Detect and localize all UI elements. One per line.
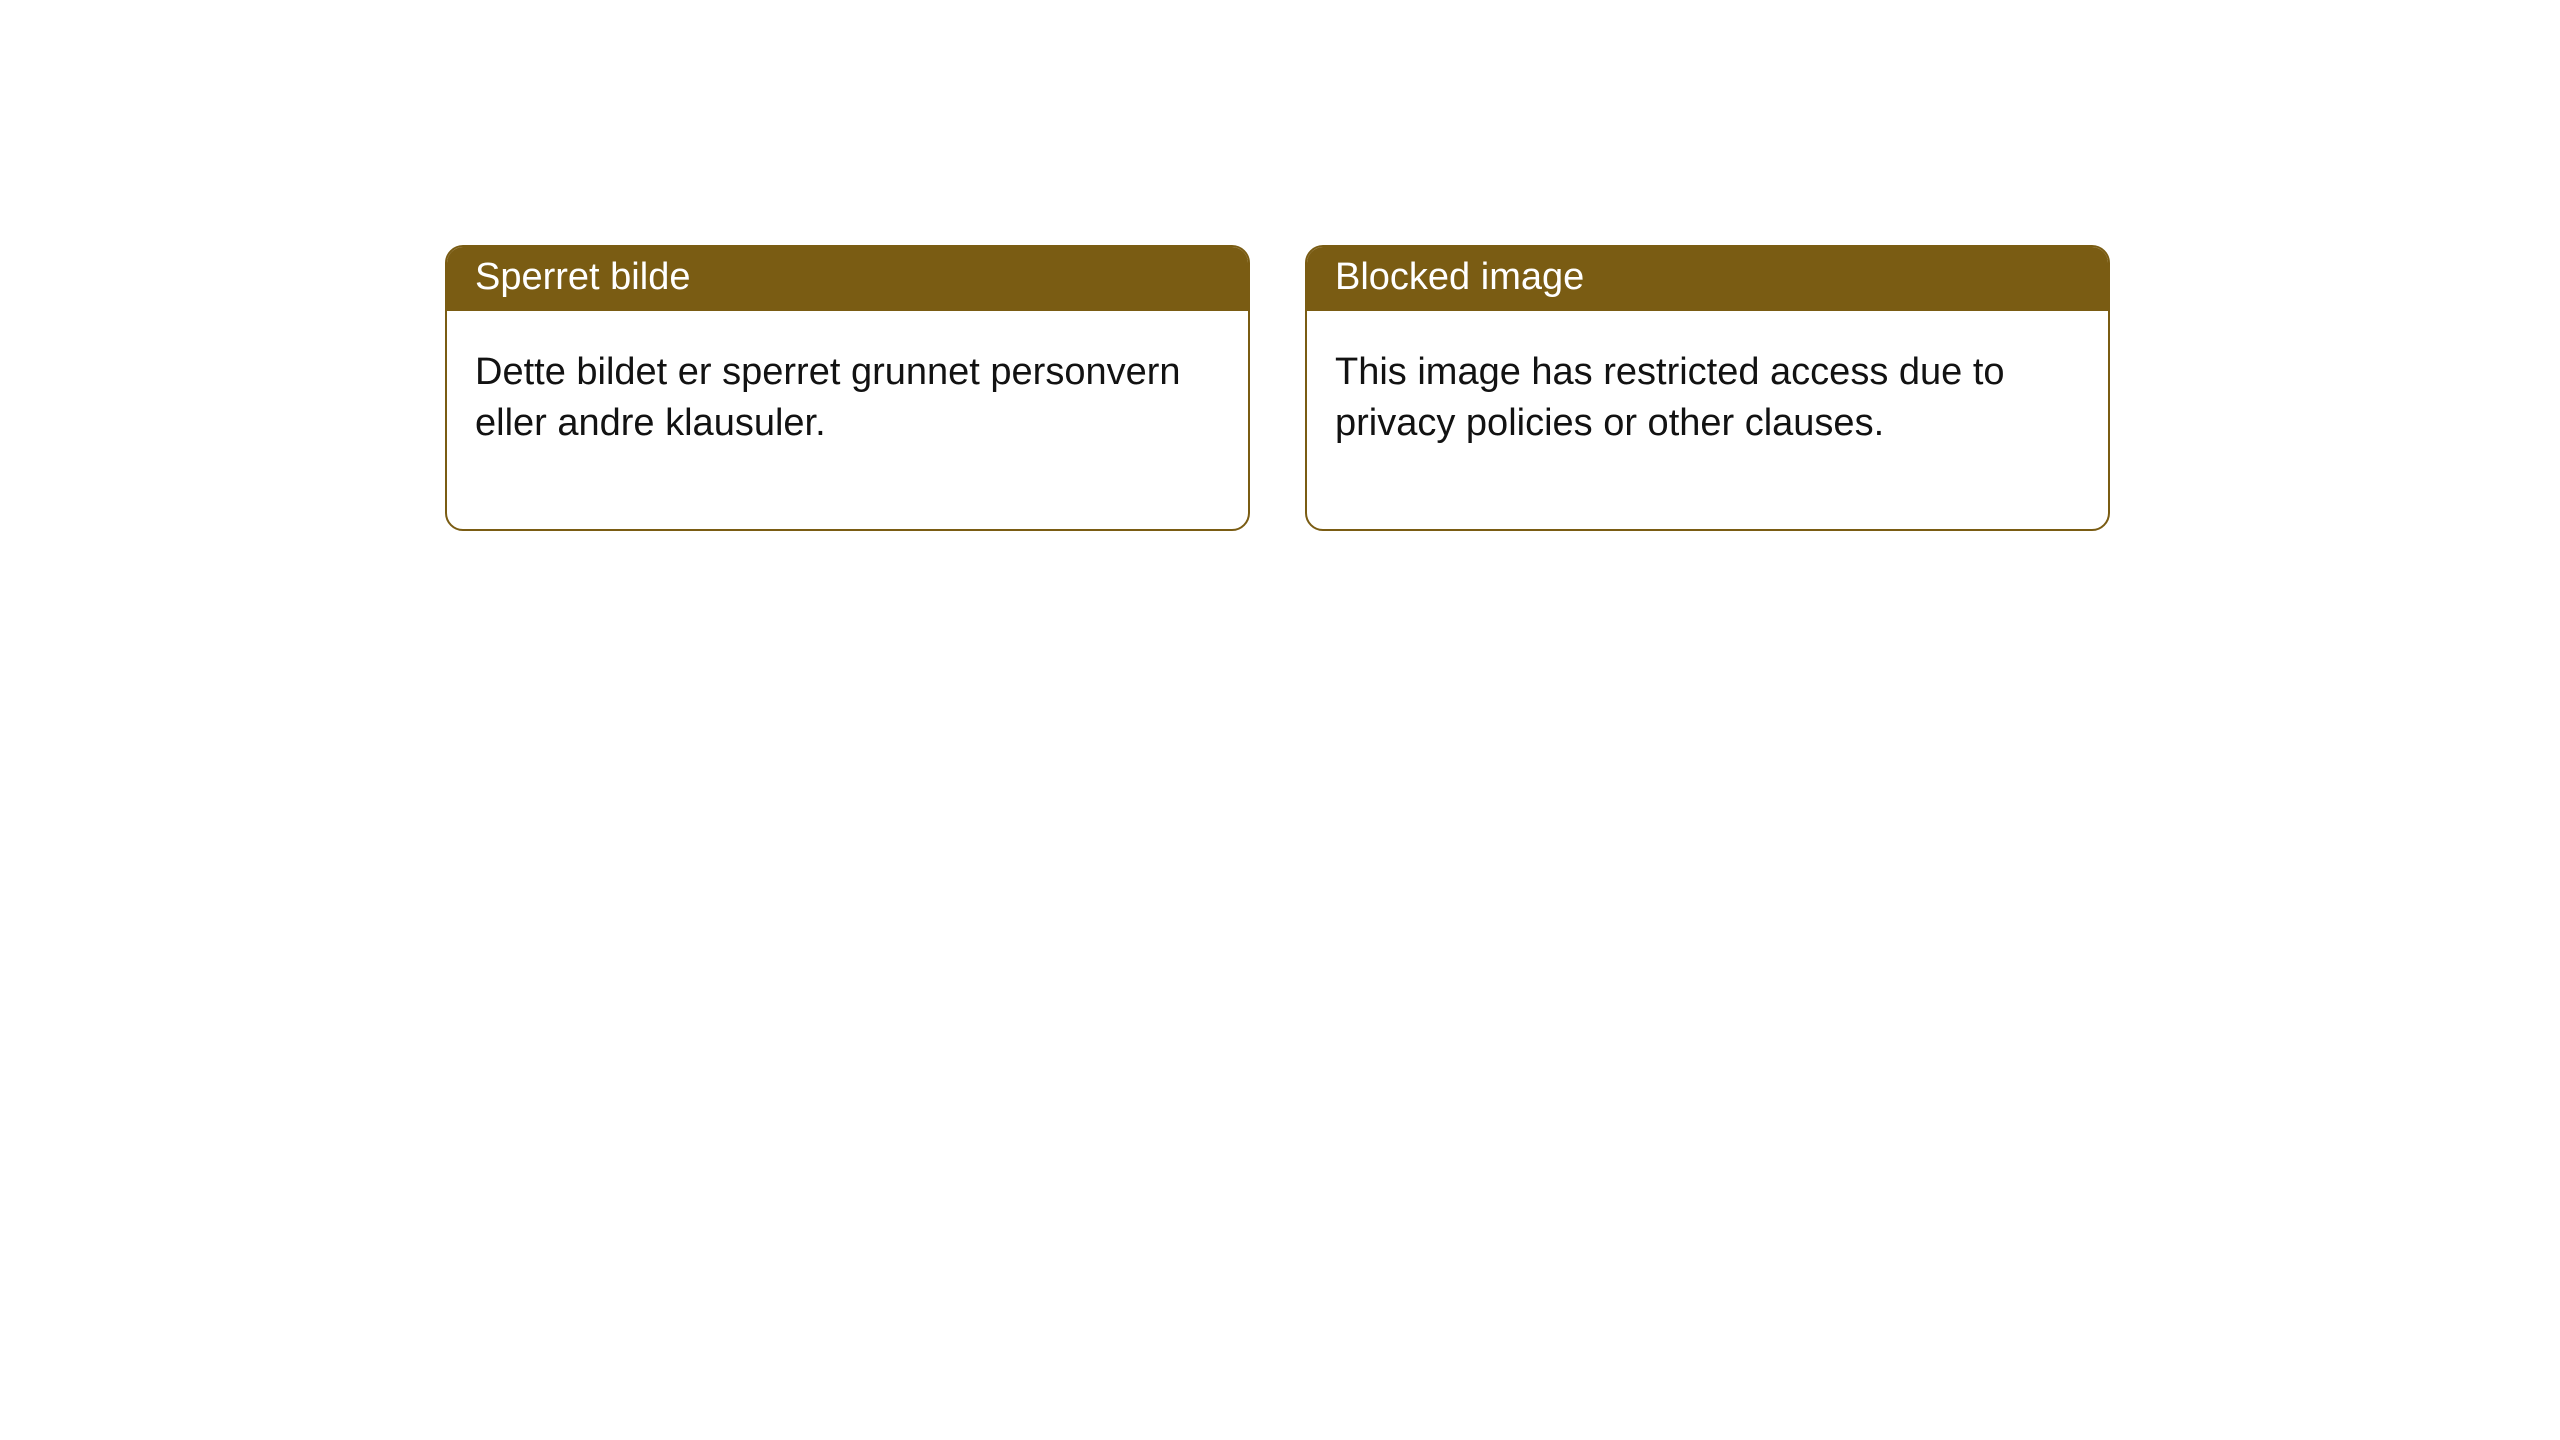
notice-box-no: Sperret bilde Dette bildet er sperret gr… bbox=[445, 245, 1250, 531]
notice-header-no: Sperret bilde bbox=[447, 247, 1248, 311]
notice-box-en: Blocked image This image has restricted … bbox=[1305, 245, 2110, 531]
notice-header-en: Blocked image bbox=[1307, 247, 2108, 311]
notice-body-no: Dette bildet er sperret grunnet personve… bbox=[447, 311, 1248, 530]
notice-container: Sperret bilde Dette bildet er sperret gr… bbox=[445, 245, 2110, 531]
notice-body-en: This image has restricted access due to … bbox=[1307, 311, 2108, 530]
